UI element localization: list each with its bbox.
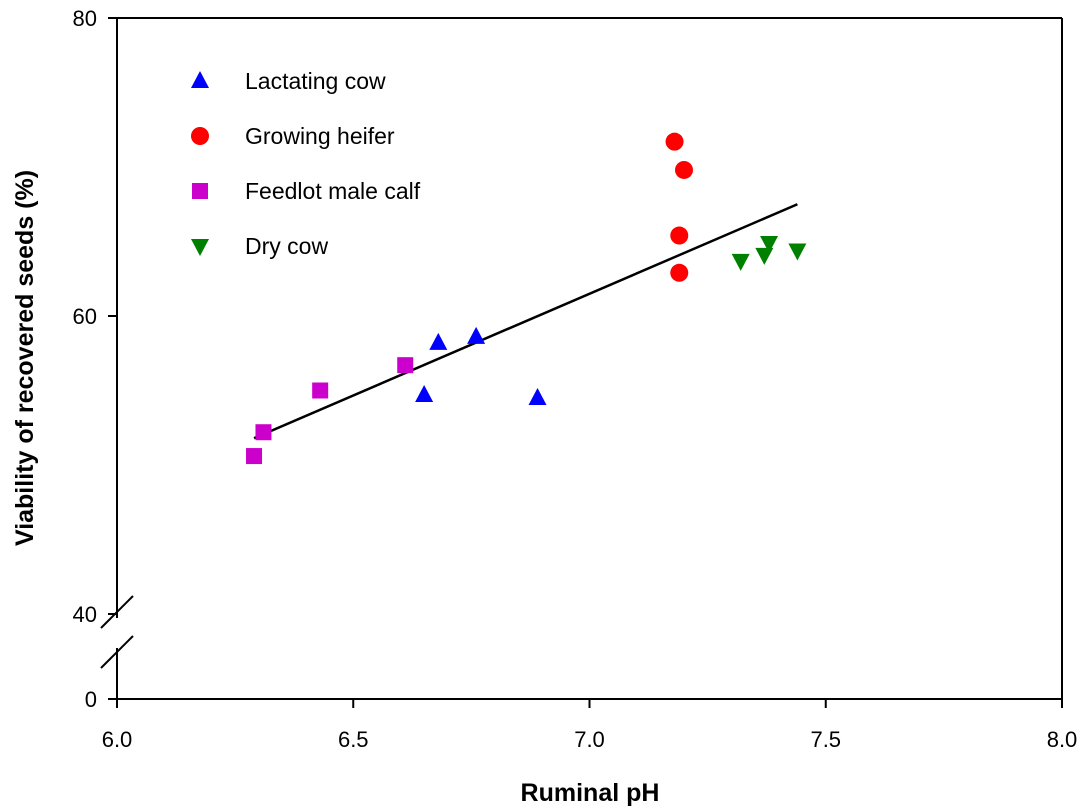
regression-line-group xyxy=(253,203,798,440)
legend-label: Lactating cow xyxy=(245,68,386,94)
x-tick-label: 7.0 xyxy=(574,727,605,752)
legend-marker xyxy=(192,183,208,199)
y-axis-title: Viability of recovered seeds (%) xyxy=(11,170,39,546)
data-points xyxy=(246,132,807,465)
data-point xyxy=(670,226,689,245)
data-point xyxy=(760,235,779,253)
x-axis-ticks: 6.0 6.5 7.0 7.5 8.0 xyxy=(102,699,1078,752)
data-point xyxy=(467,326,486,344)
data-point xyxy=(255,424,272,441)
data-point xyxy=(415,384,434,402)
y-tick-label: 60 xyxy=(73,304,97,329)
y-axis-break xyxy=(100,595,134,669)
legend: Lactating cow Growing heifer Feedlot male … xyxy=(191,68,421,259)
data-point xyxy=(755,247,774,265)
data-point xyxy=(788,243,807,261)
legend-label: Feedlot male calf xyxy=(245,178,421,204)
legend-label: Dry cow xyxy=(245,233,328,259)
y-tick-label: 80 xyxy=(73,6,97,31)
data-point xyxy=(675,160,693,179)
data-point xyxy=(731,253,750,271)
y-axis-ticks: 0 40 60 80 xyxy=(73,6,117,712)
data-point xyxy=(670,263,689,282)
x-tick-label: 7.5 xyxy=(810,727,841,752)
legend-marker xyxy=(191,71,209,88)
y-tick-label: 40 xyxy=(73,602,97,627)
legend-marker xyxy=(191,239,209,256)
axis-break-mark xyxy=(100,595,134,629)
data-point xyxy=(665,132,684,151)
data-point xyxy=(528,387,547,405)
x-tick-label: 8.0 xyxy=(1047,727,1078,752)
y-tick-label: 0 xyxy=(85,687,97,712)
data-point xyxy=(246,448,263,465)
legend-label: Growing heifer xyxy=(245,123,395,149)
axis-break-mark xyxy=(100,635,134,669)
regression-line xyxy=(253,203,798,440)
x-tick-label: 6.5 xyxy=(338,727,369,752)
data-point xyxy=(397,357,414,374)
legend-marker xyxy=(191,127,209,145)
x-axis-title: Ruminal pH xyxy=(521,779,660,807)
x-tick-label: 6.0 xyxy=(102,727,133,752)
plot-frame xyxy=(116,17,1063,700)
data-point xyxy=(429,332,448,350)
data-point xyxy=(312,382,329,399)
